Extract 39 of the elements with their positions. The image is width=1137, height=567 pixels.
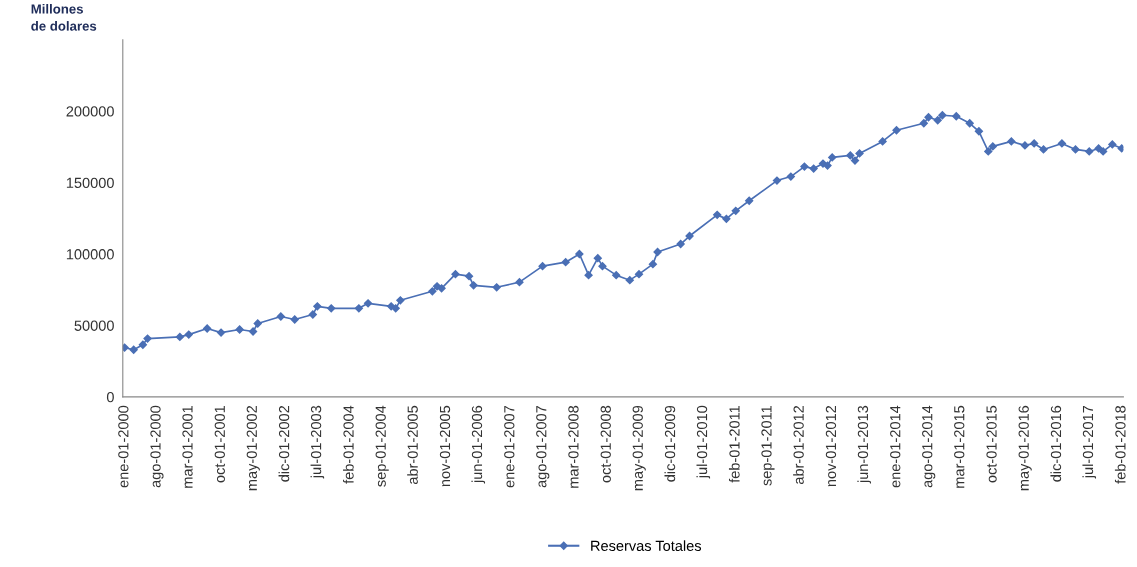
x-tick-label: sep-01-2011 — [761, 405, 775, 486]
x-tick-label: jul-01-2017 — [1082, 405, 1097, 479]
y-tick-label: 100000 — [66, 249, 114, 260]
x-tick-label: may-01-2009 — [632, 405, 646, 491]
y-tick-label: 50000 — [74, 320, 114, 331]
x-tick-label: ago-01-2007 — [536, 405, 550, 488]
x-tick-label: jun-01-2006 — [471, 405, 486, 484]
y-tick-label: 150000 — [66, 177, 114, 188]
x-tick-label: mar-01-2015 — [954, 405, 965, 488]
x-tick-label: feb-01-2011 — [728, 405, 740, 483]
x-tick-label: feb-01-2018 — [1114, 405, 1126, 484]
x-tick-label: ago-01-2000 — [150, 405, 164, 488]
x-tick-label: oct-01-2008 — [600, 405, 611, 483]
x-tick-label: ene-01-2000 — [118, 405, 129, 488]
x-tick-label: mar-01-2001 — [182, 405, 193, 488]
x-tick-label: mar-01-2008 — [568, 405, 579, 488]
x-tick-label: dic-01-2009 — [664, 405, 676, 482]
x-tick-label: oct-01-2001 — [214, 405, 225, 483]
x-tick-label: dic-01-2002 — [278, 405, 290, 482]
x-tick-label: abr-01-2005 — [407, 405, 418, 485]
x-tick-label: ago-01-2014 — [922, 405, 936, 488]
x-tick-label: nov-01-2005 — [439, 405, 451, 487]
y-tick-label: 0 — [106, 392, 114, 403]
x-tick-label: ene-01-2007 — [504, 405, 515, 488]
x-tick-label: jun-01-2013 — [857, 405, 871, 484]
x-tick-label: jul-01-2003 — [310, 405, 325, 479]
y-axis-title: Millones de dolares — [31, 3, 97, 31]
x-tick-label: may-01-2016 — [1018, 405, 1032, 491]
y-tick-label: 200000 — [66, 106, 114, 117]
x-tick-label: dic-01-2016 — [1050, 405, 1062, 482]
x-tick-label: feb-01-2004 — [343, 405, 354, 484]
legend-label: Reservas Totales — [591, 540, 702, 551]
x-tick-label: jul-01-2010 — [696, 405, 711, 479]
x-tick-label: nov-01-2012 — [825, 405, 837, 487]
x-tick-label: sep-01-2004 — [375, 405, 389, 487]
x-tick-label: ene-01-2014 — [890, 405, 901, 488]
x-tick-label: may-01-2002 — [246, 405, 260, 491]
x-tick-label: abr-01-2012 — [793, 405, 804, 485]
x-tick-label: oct-01-2015 — [986, 405, 997, 483]
